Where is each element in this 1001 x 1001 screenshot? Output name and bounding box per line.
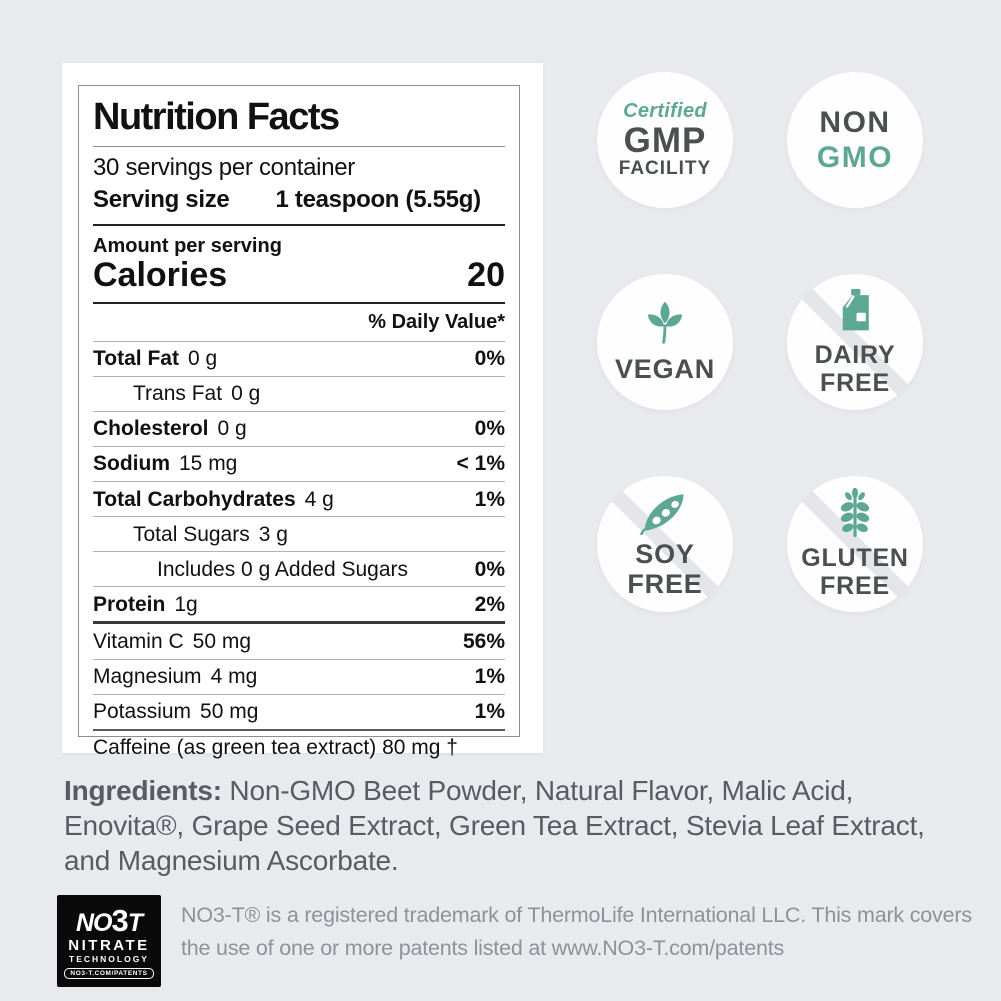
wheat-icon [834, 488, 876, 544]
no3t-brand-text: NO3T [75, 902, 143, 938]
badge-vegan: VEGAN [597, 274, 733, 410]
certification-badges: Certified GMP FACILITY NON GMO VEGAN [597, 72, 923, 612]
trademark-line1: NO3-T® is a registered trademark of Ther… [181, 903, 972, 927]
gmp-certified-label: Certified [623, 100, 707, 122]
nutrition-row-trans-fat: Trans Fat 0 g [93, 375, 505, 411]
daily-value-header: % Daily Value* [368, 310, 505, 333]
gluten-label: GLUTEN [801, 544, 909, 572]
ingredients-label: Ingredients: [64, 775, 222, 806]
badge-soy-free: SOY FREE [597, 476, 733, 612]
calories-value: 20 [467, 256, 505, 294]
badge-gmp-facility: Certified GMP FACILITY [597, 72, 733, 208]
nutrition-row-total-sugars: Total Sugars 3 g [93, 516, 505, 551]
no3t-logo: NO3T NITRATE TECHNOLOGY NO3-T.COM/PATENT… [57, 895, 161, 987]
nutrition-label: Nutrition Facts 30 servings per containe… [78, 85, 520, 759]
nutrition-row-caffeine: Caffeine (as green tea extract) 80 mg † [93, 728, 505, 765]
ingredients-text: Ingredients: Non-GMO Beet Powder, Natura… [64, 773, 969, 878]
gmp-label: GMP [623, 121, 707, 160]
ingredients-line3: and Magnesium Ascorbate. [64, 845, 399, 876]
serving-size-value: 1 teaspoon (5.55g) [275, 186, 481, 213]
no3t-nitrate-text: NITRATE [68, 936, 150, 954]
plant-icon [637, 300, 693, 354]
gluten-free-label: FREE [820, 572, 890, 600]
nutrition-row-protein: Protein 1g 2% [93, 586, 505, 621]
trademark-line2: the use of one or more patents listed at… [181, 936, 785, 960]
calories-label: Calories [93, 256, 228, 294]
soy-label: SOY [635, 538, 695, 569]
pea-pod-icon [638, 489, 692, 539]
no3t-technology-text: TECHNOLOGY [69, 954, 149, 965]
nutrition-row-sodium: Sodium 15 mg < 1% [93, 445, 505, 481]
vegan-label: VEGAN [614, 353, 716, 384]
nutrition-row-cholesterol: Cholesterol 0 g 0% [93, 410, 505, 446]
nutrition-label-card: Nutrition Facts 30 servings per containe… [62, 63, 543, 759]
nutrition-row-carbohydrates: Total Carbohydrates 4 g 1% [93, 481, 505, 516]
trademark-text: NO3-T® is a registered trademark of Ther… [181, 895, 972, 965]
nutrition-row-total-fat: Total Fat 0 g 0% [93, 340, 505, 376]
dairy-free-label: FREE [820, 369, 890, 397]
soy-free-label: FREE [627, 569, 703, 599]
no3t-patents-text: NO3-T.COM/PATENTS [64, 968, 154, 980]
servings-per-container: 30 servings per container [93, 154, 355, 181]
serving-size-label: Serving size [93, 186, 230, 213]
badge-gluten-free: GLUTEN FREE [787, 476, 923, 612]
milk-carton-icon [832, 287, 878, 341]
nutrition-row-vitamin-c: Vitamin C 50 mg 56% [93, 621, 505, 658]
nutrition-row-potassium: Potassium 50 mg 1% [93, 693, 505, 729]
badge-non-gmo: NON GMO [787, 72, 923, 208]
nutrition-row-magnesium: Magnesium 4 mg 1% [93, 658, 505, 694]
gmo-label: GMO [816, 140, 894, 174]
nutrition-title: Nutrition Facts [93, 92, 505, 147]
dairy-label: DAIRY [814, 341, 896, 369]
serving-size-row: Serving size 1 teaspoon (5.55g) [93, 183, 505, 226]
badge-dairy-free: DAIRY FREE [787, 274, 923, 410]
ingredients-line2: Enovita®, Grape Seed Extract, Green Tea … [64, 810, 925, 841]
ingredients-line1: Ingredients: Non-GMO Beet Powder, Natura… [64, 775, 854, 806]
amount-per-serving-label: Amount per serving [93, 235, 282, 257]
non-label: NON [819, 106, 891, 140]
calories-row: Calories 20 [93, 256, 505, 304]
nutrition-row-added-sugars: Includes 0 g Added Sugars 0% [93, 551, 505, 586]
gmp-facility-label: FACILITY [618, 158, 712, 179]
trademark-section: NO3T NITRATE TECHNOLOGY NO3-T.COM/PATENT… [57, 895, 972, 987]
